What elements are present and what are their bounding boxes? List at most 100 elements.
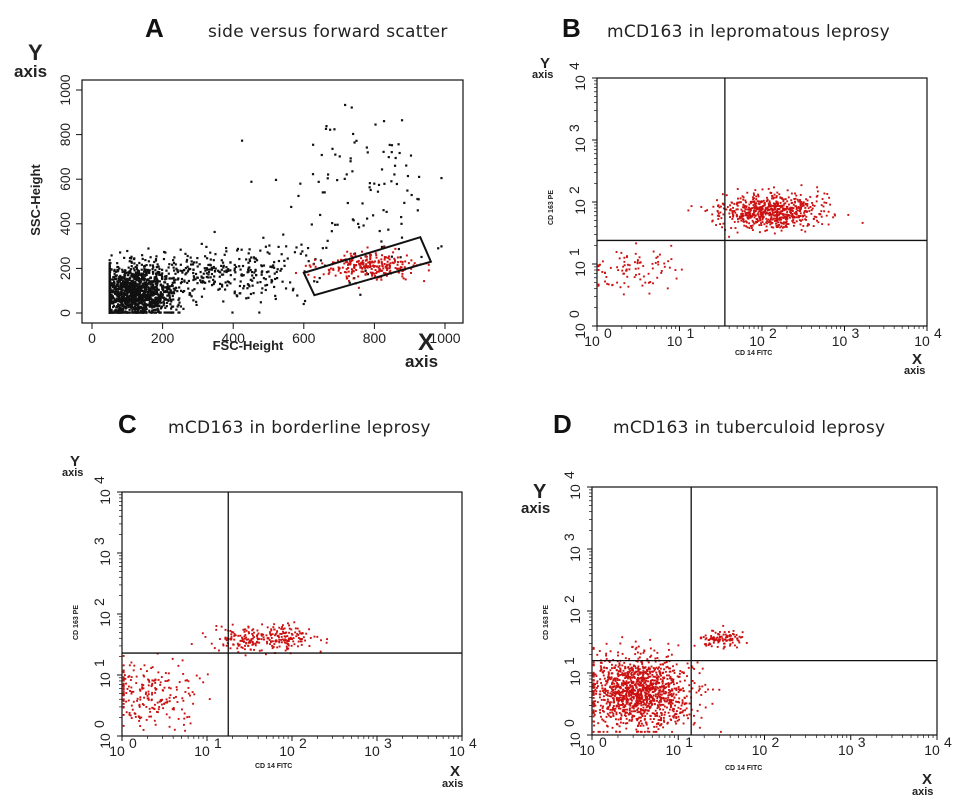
panel-a-point: [252, 291, 255, 295]
panel-c-point: [169, 687, 172, 690]
panel-d-xtick-base: 10: [752, 742, 768, 758]
panel-a-point: [189, 256, 192, 259]
panel-d-point: [691, 666, 694, 669]
panel-b-point: [752, 204, 755, 207]
panel-a-point: [160, 306, 163, 310]
panel-a-point: [135, 304, 138, 307]
panel-d-point: [646, 684, 649, 687]
panel-b-point: [776, 217, 779, 220]
panel-c-point: [165, 713, 168, 716]
panel-d-point: [613, 682, 616, 685]
panel-d-point: [685, 707, 688, 710]
panel-b-point: [765, 217, 768, 220]
panel-d-point: [653, 699, 656, 702]
panel-b-point: [744, 214, 747, 217]
panel-a-point: [186, 254, 189, 258]
panel-a-point: [268, 275, 271, 278]
panel-a-point: [371, 271, 374, 274]
panel-d-point: [628, 657, 631, 660]
panel-c-point: [122, 679, 125, 682]
panel-b-point: [644, 281, 647, 284]
panel-a-point: [220, 273, 224, 276]
panel-b-point: [740, 214, 743, 216]
panel-b-point: [803, 214, 806, 217]
panel-a-point: [152, 271, 155, 274]
panel-a-point: [128, 301, 131, 304]
panel-a-point: [127, 305, 130, 309]
panel-d-point: [661, 680, 664, 683]
panel-a-point: [388, 263, 391, 266]
panel-a-point: [347, 262, 350, 265]
panel-a-point: [240, 273, 243, 276]
panel-a-point: [126, 295, 129, 298]
panel-d-point: [650, 694, 653, 697]
panel-a-point: [386, 260, 389, 263]
panel-b-point: [775, 225, 778, 227]
panel-a-point: [172, 298, 175, 301]
panel-d-point: [641, 715, 644, 718]
panel-b-point: [597, 269, 600, 271]
panel-b-point: [802, 201, 805, 204]
panel-d-point: [596, 653, 599, 656]
panel-a-point: [299, 252, 302, 255]
panel-a-point: [161, 285, 164, 289]
panel-b-point: [773, 214, 776, 217]
panel-a-point: [128, 282, 132, 285]
panel-b-point: [735, 203, 738, 206]
panel-c-point: [181, 659, 184, 662]
panel-c-point: [129, 714, 132, 717]
panel-d-point: [609, 669, 612, 672]
panel-d-point: [654, 709, 657, 712]
panel-a-point: [218, 287, 221, 290]
panel-a-point: [390, 180, 393, 183]
panel-a-point: [260, 265, 264, 268]
panel-a-point: [152, 288, 155, 291]
panel-a-point: [156, 263, 159, 266]
panel-b-point: [728, 235, 731, 238]
panel-d-point: [616, 690, 619, 693]
panel-c-point: [122, 687, 125, 690]
panel-c-point: [258, 638, 261, 640]
panel-a-point: [399, 267, 402, 270]
panel-a-point: [326, 239, 329, 242]
panel-d-point: [612, 715, 615, 718]
panel-c-point: [260, 634, 263, 637]
panel-b-point: [790, 212, 792, 215]
panel-d-ytick-base: 10: [567, 484, 583, 500]
panel-d-point: [654, 715, 657, 717]
panel-a-point: [110, 294, 113, 297]
panel-b-point: [760, 222, 762, 225]
panel-a-point: [163, 302, 166, 305]
panel-d-point: [640, 704, 643, 707]
panel-a-point: [133, 303, 137, 306]
panel-d-point: [608, 701, 611, 704]
panel-c-point: [264, 653, 267, 656]
panel-a-point: [110, 300, 113, 303]
panel-a-point: [343, 254, 346, 257]
panel-a-point: [245, 258, 248, 261]
panel-b-point: [769, 191, 772, 194]
panel-a-point: [108, 309, 111, 312]
panel-a-point: [169, 311, 172, 314]
panel-d-point: [592, 720, 595, 723]
panel-d-point: [642, 685, 645, 688]
panel-b-point: [756, 200, 759, 203]
panel-b-point: [687, 209, 690, 212]
panel-a-point: [233, 278, 236, 281]
panel-a-point: [148, 298, 151, 302]
panel-a-point: [154, 285, 157, 289]
panel-d-point: [630, 679, 633, 682]
panel-d-point: [616, 681, 618, 684]
panel-d-point: [655, 676, 658, 679]
panel-d-point: [634, 693, 637, 695]
panel-d-point: [640, 695, 643, 698]
panel-d-point: [667, 682, 670, 685]
panel-c-point: [188, 715, 191, 718]
panel-a-point: [255, 259, 259, 262]
panel-a-point: [205, 275, 208, 279]
panel-a-point: [143, 310, 146, 313]
panel-c-xtick-base: 10: [194, 743, 210, 759]
panel-b-xtick-base: 10: [832, 333, 848, 349]
panel-d-point: [608, 672, 610, 675]
panel-a-point: [168, 263, 171, 266]
